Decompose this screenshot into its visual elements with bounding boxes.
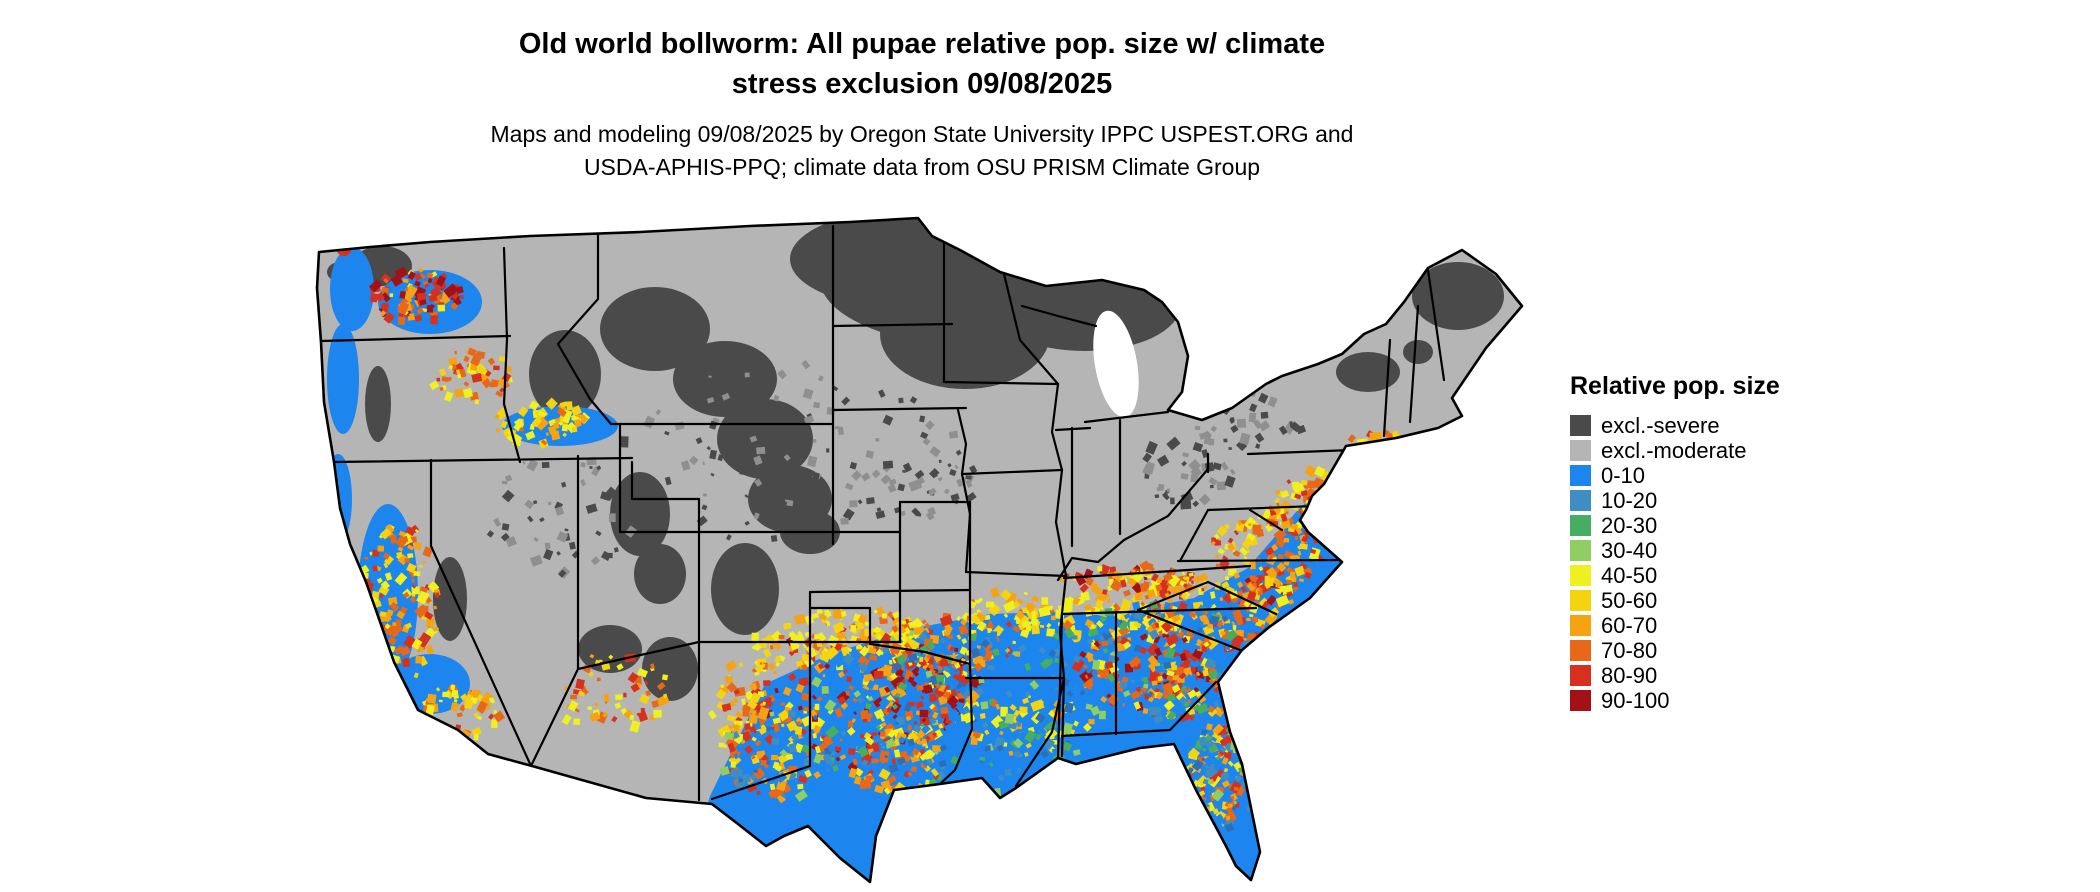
legend-swatch [1570,565,1591,586]
legend-label: excl.-moderate [1601,437,1747,463]
legend-swatch [1570,640,1591,661]
legend-item: 90-100 [1570,688,1830,713]
legend: Relative pop. size excl.-severe excl.-mod… [1570,372,1830,713]
legend-label: 50-60 [1601,587,1658,613]
us-map-container [310,213,1530,885]
legend-title: Relative pop. size [1570,372,1780,400]
legend-label: 70-80 [1601,637,1658,663]
legend-item: 10-20 [1570,488,1830,513]
legend-label: 40-50 [1601,562,1658,588]
legend-item: 70-80 [1570,638,1830,663]
legend-label: 10-20 [1601,487,1658,513]
legend-swatch [1570,415,1591,436]
legend-label: 90-100 [1601,687,1670,713]
legend-item: 50-60 [1570,588,1830,613]
legend-swatch [1570,590,1591,611]
legend-label: 80-90 [1601,662,1658,688]
legend-swatch [1570,490,1591,511]
legend-swatch [1570,515,1591,536]
legend-item: 60-70 [1570,613,1830,638]
legend-swatch [1570,540,1591,561]
legend-swatch [1570,690,1591,711]
legend-swatch [1570,440,1591,461]
legend-label: 0-10 [1601,462,1646,488]
legend-item: 30-40 [1570,538,1830,563]
legend-label: excl.-severe [1601,412,1720,438]
legend-items: excl.-severe excl.-moderate 0-10 10-20 20-30… [1570,413,1830,713]
legend-item: 80-90 [1570,663,1830,688]
legend-label: 30-40 [1601,537,1658,563]
legend-item: 20-30 [1570,513,1830,538]
legend-swatch [1570,665,1591,686]
legend-item: 0-10 [1570,463,1830,488]
figure-subtitle: Maps and modeling 09/08/2025 by Oregon S… [0,118,1844,184]
legend-label: 20-30 [1601,512,1658,538]
legend-swatch [1570,615,1591,636]
subtitle-line-2: USDA-APHIS-PPQ; climate data from OSU PR… [583,154,1261,180]
us-map [315,216,1524,884]
legend-swatch [1570,465,1591,486]
legend-item: excl.-moderate [1570,438,1830,463]
subtitle-line-1: Maps and modeling 09/08/2025 by Oregon S… [490,121,1354,147]
figure-title: Old world bollworm: All pupae relative p… [0,24,1844,104]
legend-label: 60-70 [1601,612,1658,638]
title-line-2: stress exclusion 09/08/2025 [731,68,1113,100]
legend-item: 40-50 [1570,563,1830,588]
title-line-1: Old world bollworm: All pupae relative p… [518,28,1326,60]
legend-item: excl.-severe [1570,413,1830,438]
